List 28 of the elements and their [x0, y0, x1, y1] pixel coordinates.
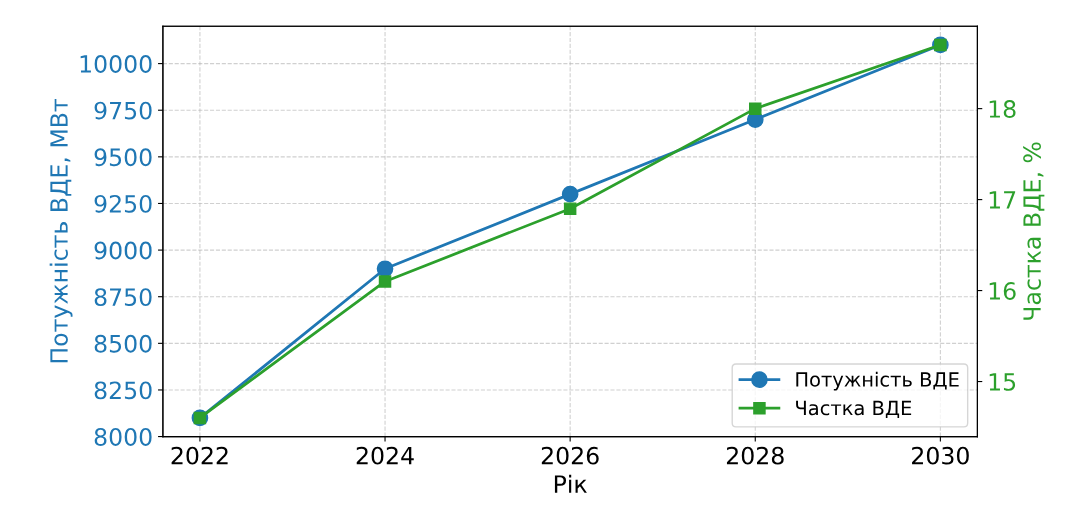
y-tick-label: 8750 [94, 288, 152, 307]
y2-tick-label: 16 [989, 282, 1016, 300]
y2-tick-label: 18 [989, 100, 1016, 118]
x-tick-label: 2028 [726, 446, 784, 465]
legend-label: Потужність ВДЕ [796, 371, 959, 391]
x-tick-label: 2026 [541, 446, 599, 465]
x-tick-label: 2022 [171, 446, 228, 465]
x-tick-label: 2030 [912, 446, 969, 465]
point [378, 275, 392, 288]
point [561, 185, 579, 203]
y2-tick-label: 17 [989, 191, 1016, 209]
y-tick-label: 8250 [94, 381, 152, 400]
y-tick-label: 9750 [94, 101, 152, 120]
y-tick-label: 9500 [94, 148, 152, 167]
y-axis-title: Потужність ВДЕ, МВт [49, 99, 73, 363]
y2-tick-label: 15 [989, 373, 1016, 391]
point [563, 202, 577, 215]
y-tick-label: 8000 [94, 428, 152, 446]
x-tick-label: 2024 [356, 446, 414, 465]
y2-axis-title: Частка ВДЕ, % [1023, 142, 1045, 320]
point [749, 102, 762, 115]
x-axis-title: Рік [554, 474, 587, 493]
y-tick-label: 9000 [94, 241, 152, 260]
point [376, 260, 394, 278]
y-tick-label: 9250 [94, 194, 152, 213]
y-tick-label: 8500 [94, 334, 152, 353]
y-tick-label: 10000 [80, 55, 152, 73]
legend-label: Частка ВДЕ [796, 400, 912, 419]
